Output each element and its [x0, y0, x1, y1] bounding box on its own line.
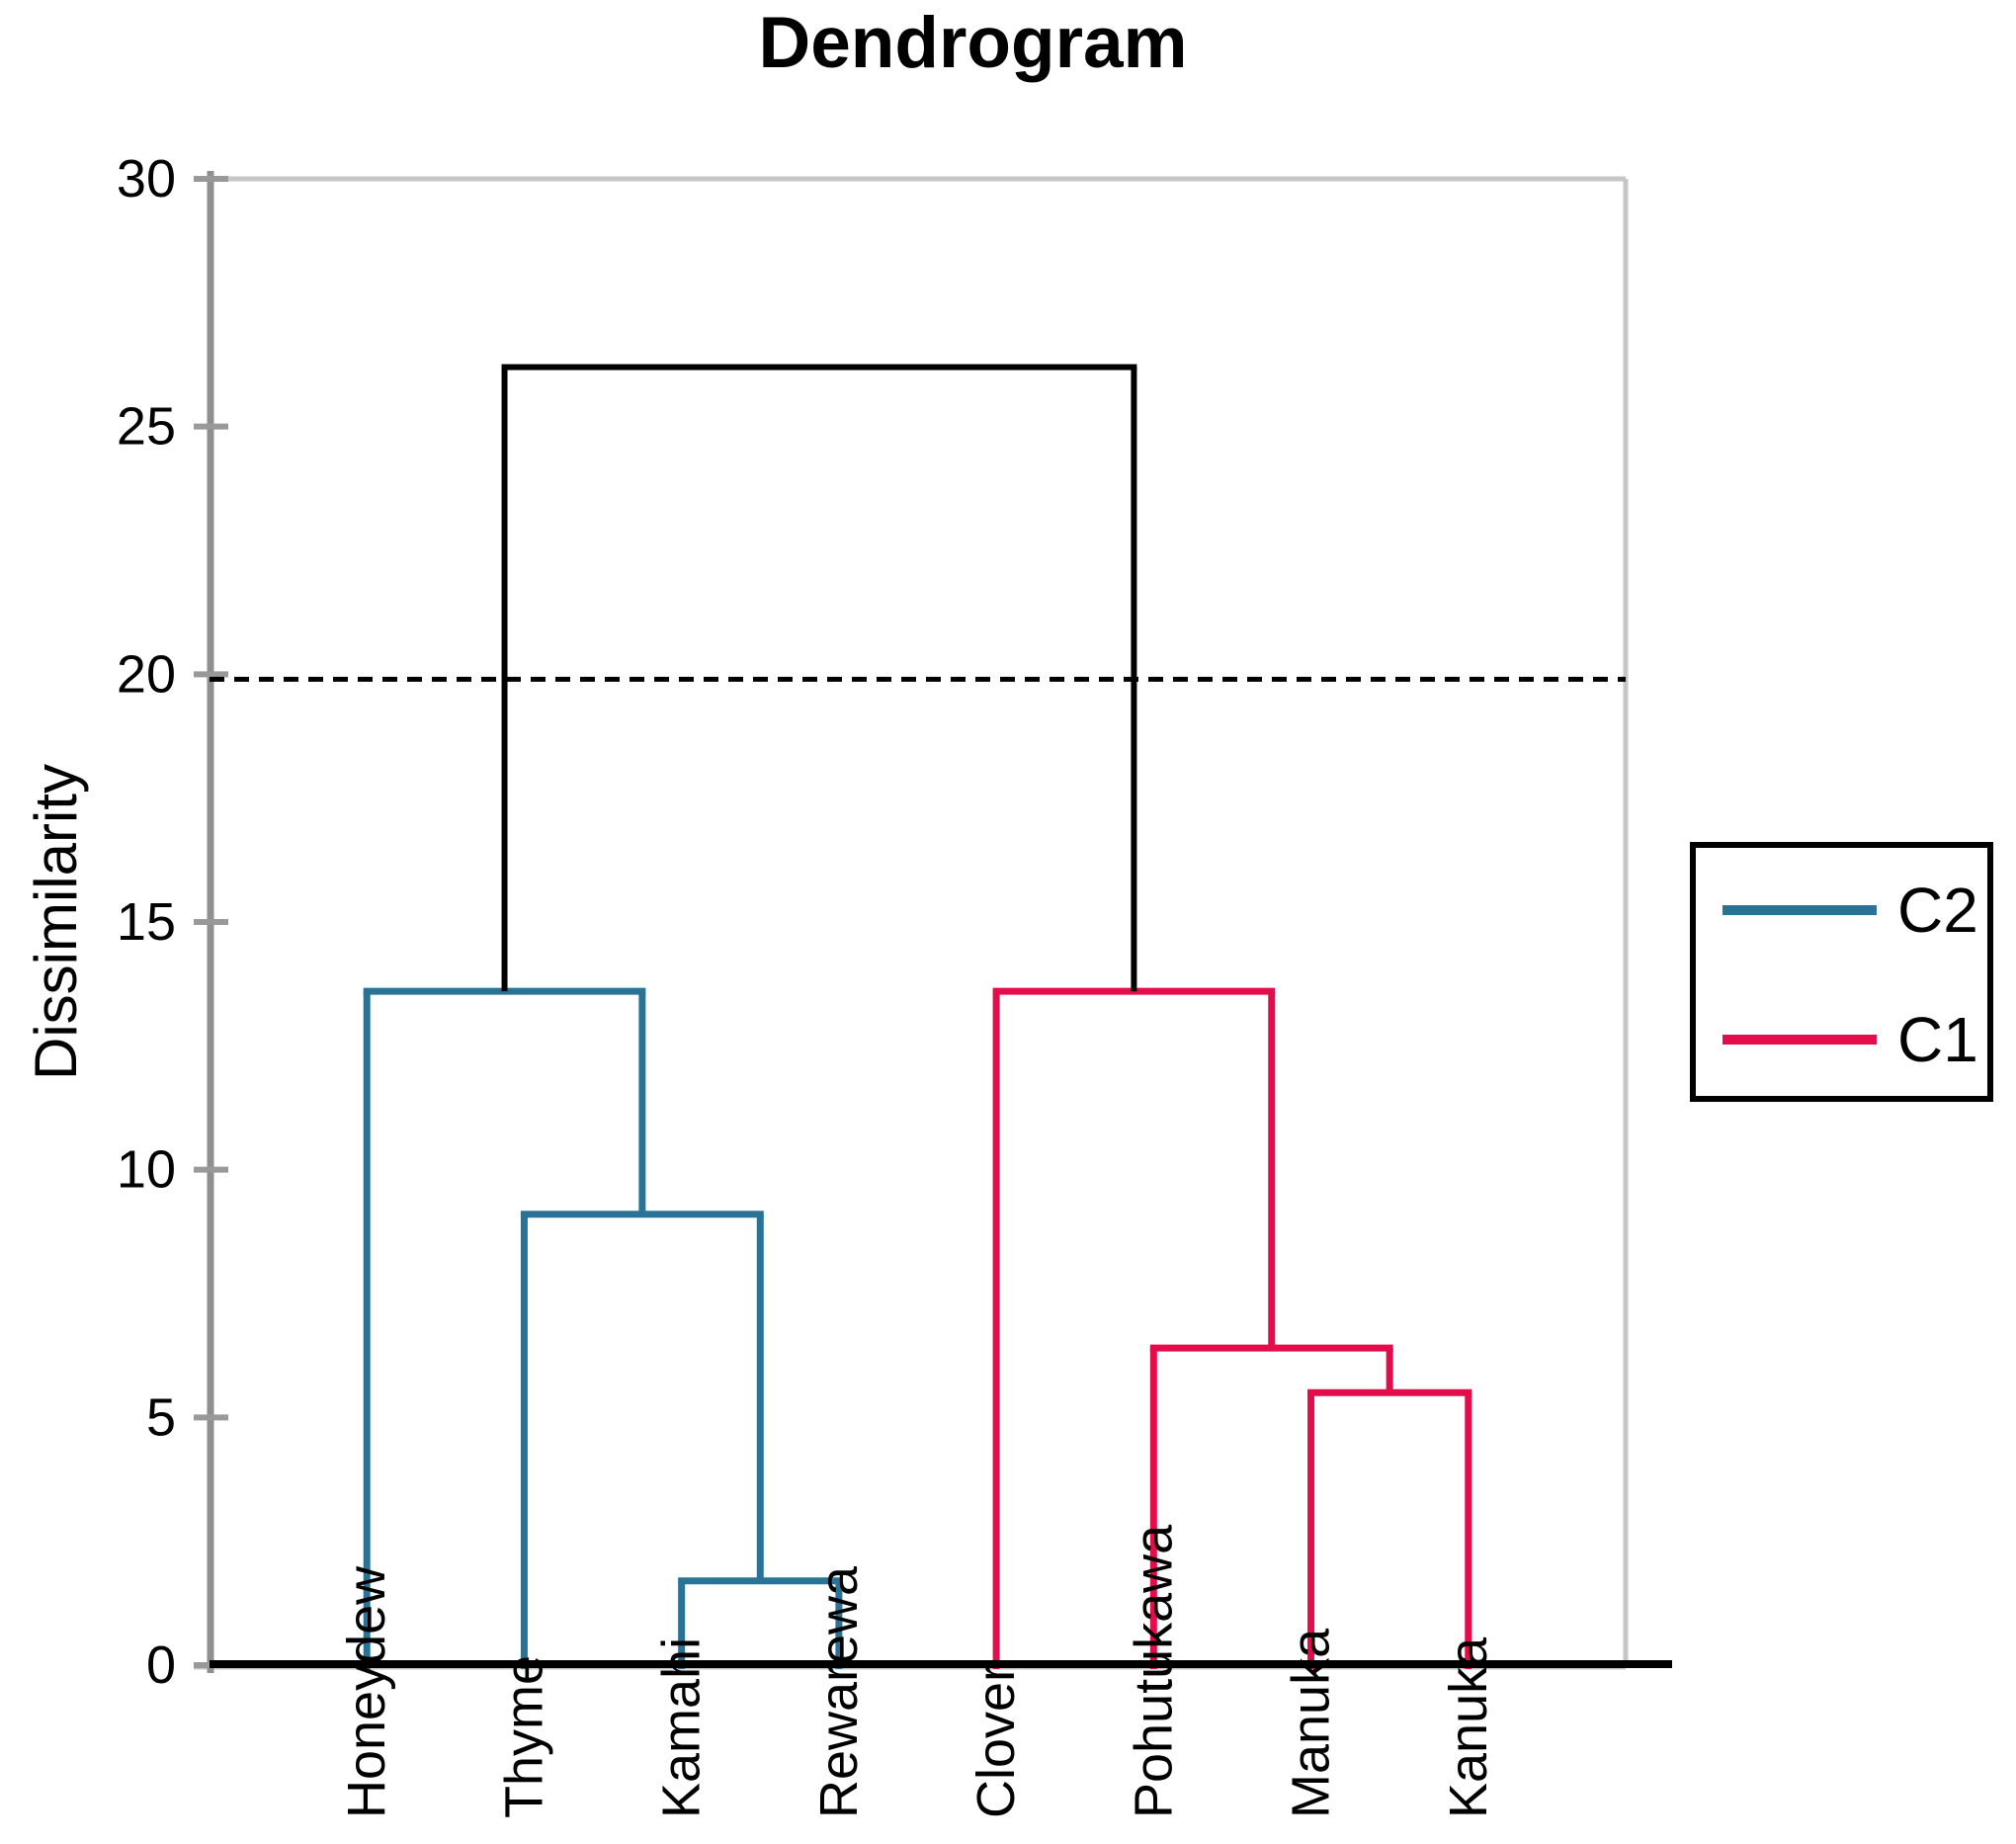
legend: C2 C1	[1690, 842, 1993, 1102]
legend-entry-c1: C1	[1696, 1005, 1987, 1074]
leaf-label-kamahi: Kamahi	[652, 1637, 712, 1818]
tick-label-30: 30	[117, 149, 176, 209]
leaf-label-clover: Clover	[966, 1664, 1026, 1818]
leaf-label-manuka: Manuka	[1282, 1628, 1341, 1818]
legend-line-c2	[1722, 905, 1877, 915]
tick-label-20: 20	[117, 644, 176, 704]
tick-label-5: 5	[146, 1387, 176, 1447]
chart-title: Dendrogram	[758, 3, 1188, 83]
legend-label-c1: C1	[1897, 1004, 1978, 1075]
leaf-label-thyme: Thyme	[494, 1655, 553, 1818]
tick-label-15: 15	[117, 892, 176, 952]
tick-label-10: 10	[117, 1140, 176, 1200]
legend-line-c1	[1722, 1035, 1877, 1045]
leaf-label-rewarewa: Rewarewa	[809, 1565, 869, 1818]
leaf-label-honeydew: Honeydew	[337, 1565, 396, 1818]
leaf-label-pohutukawa: Pohutukawa	[1124, 1524, 1183, 1818]
legend-label-c2: C2	[1897, 875, 1978, 946]
tick-label-25: 25	[117, 397, 176, 457]
tick-label-0: 0	[146, 1635, 176, 1695]
legend-entry-c2: C2	[1696, 876, 1987, 945]
leaf-label-kanuka: Kanuka	[1439, 1636, 1498, 1818]
